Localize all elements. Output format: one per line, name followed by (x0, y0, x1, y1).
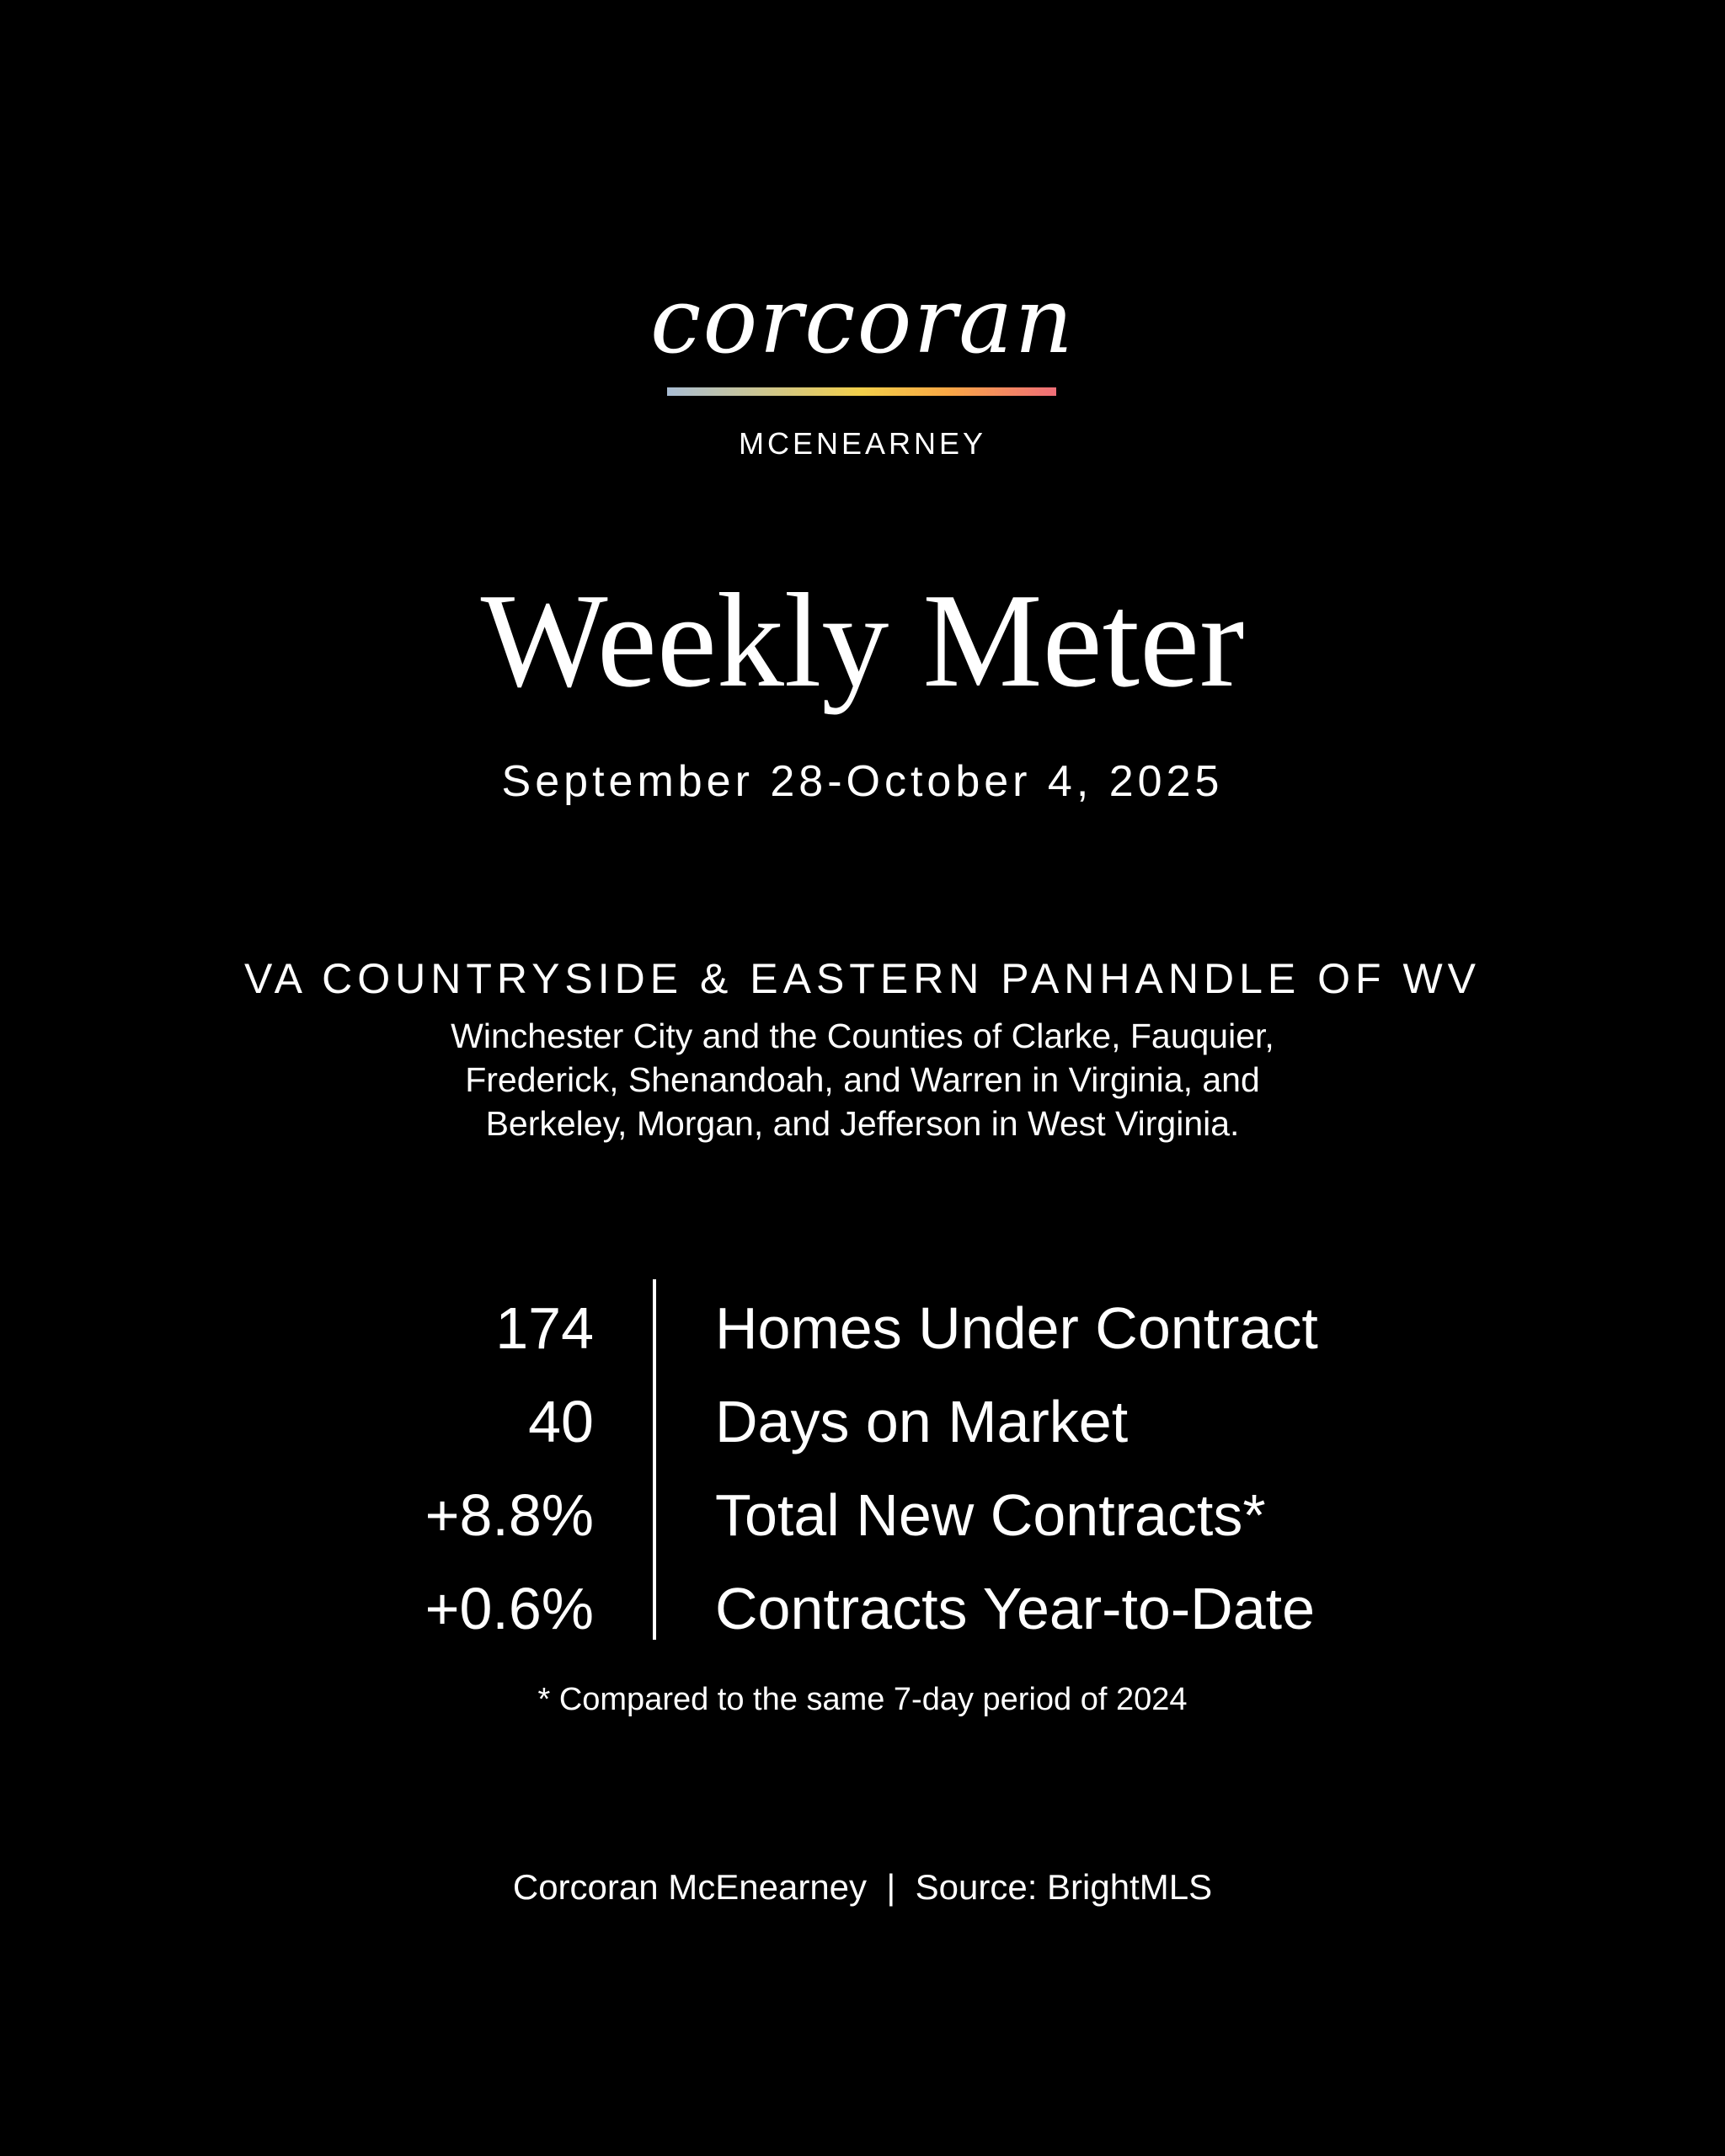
region-heading: VA COUNTRYSIDE & EASTERN PANHANDLE OF WV (243, 955, 1481, 1002)
description-line: Frederick, Shenandoah, and Warren in Vir… (465, 1060, 1260, 1099)
stat-value: +8.8% (425, 1482, 594, 1548)
footer-source: Corcoran McEnearney | Source: BrightMLS (512, 1867, 1213, 1907)
stat-row: 174 Homes Under Contract (0, 1286, 1725, 1370)
logo-gradient-bar (667, 387, 1056, 396)
date-range: September 28-October 4, 2025 (501, 757, 1224, 806)
stat-row: 40 Days on Market (0, 1380, 1725, 1464)
stats-divider (653, 1279, 656, 1640)
stat-label: Total New Contracts* (715, 1482, 1266, 1548)
stat-value: +0.6% (425, 1576, 594, 1641)
description-line: Berkeley, Morgan, and Jefferson in West … (485, 1104, 1240, 1143)
stat-row: +8.8% Total New Contracts* (0, 1473, 1725, 1557)
logo-subbrand: MCENEARNEY (738, 426, 987, 461)
description-line: Winchester City and the Counties of Clar… (451, 1017, 1274, 1055)
region-description: Winchester City and the Counties of Clar… (0, 1014, 1725, 1145)
logo-wordmark: corcoran (649, 269, 1076, 374)
stat-row: +0.6% Contracts Year-to-Date (0, 1566, 1725, 1651)
stats-table: 174 Homes Under Contract 40 Days on Mark… (0, 1279, 1725, 1641)
stat-label: Days on Market (715, 1389, 1129, 1454)
footnote: * Compared to the same 7-day period of 2… (537, 1682, 1188, 1717)
stat-value: 40 (528, 1389, 594, 1454)
stat-value: 174 (495, 1295, 594, 1361)
stat-label: Homes Under Contract (715, 1295, 1318, 1361)
page-title: Weekly Meter (480, 565, 1245, 715)
stat-label: Contracts Year-to-Date (715, 1576, 1316, 1641)
